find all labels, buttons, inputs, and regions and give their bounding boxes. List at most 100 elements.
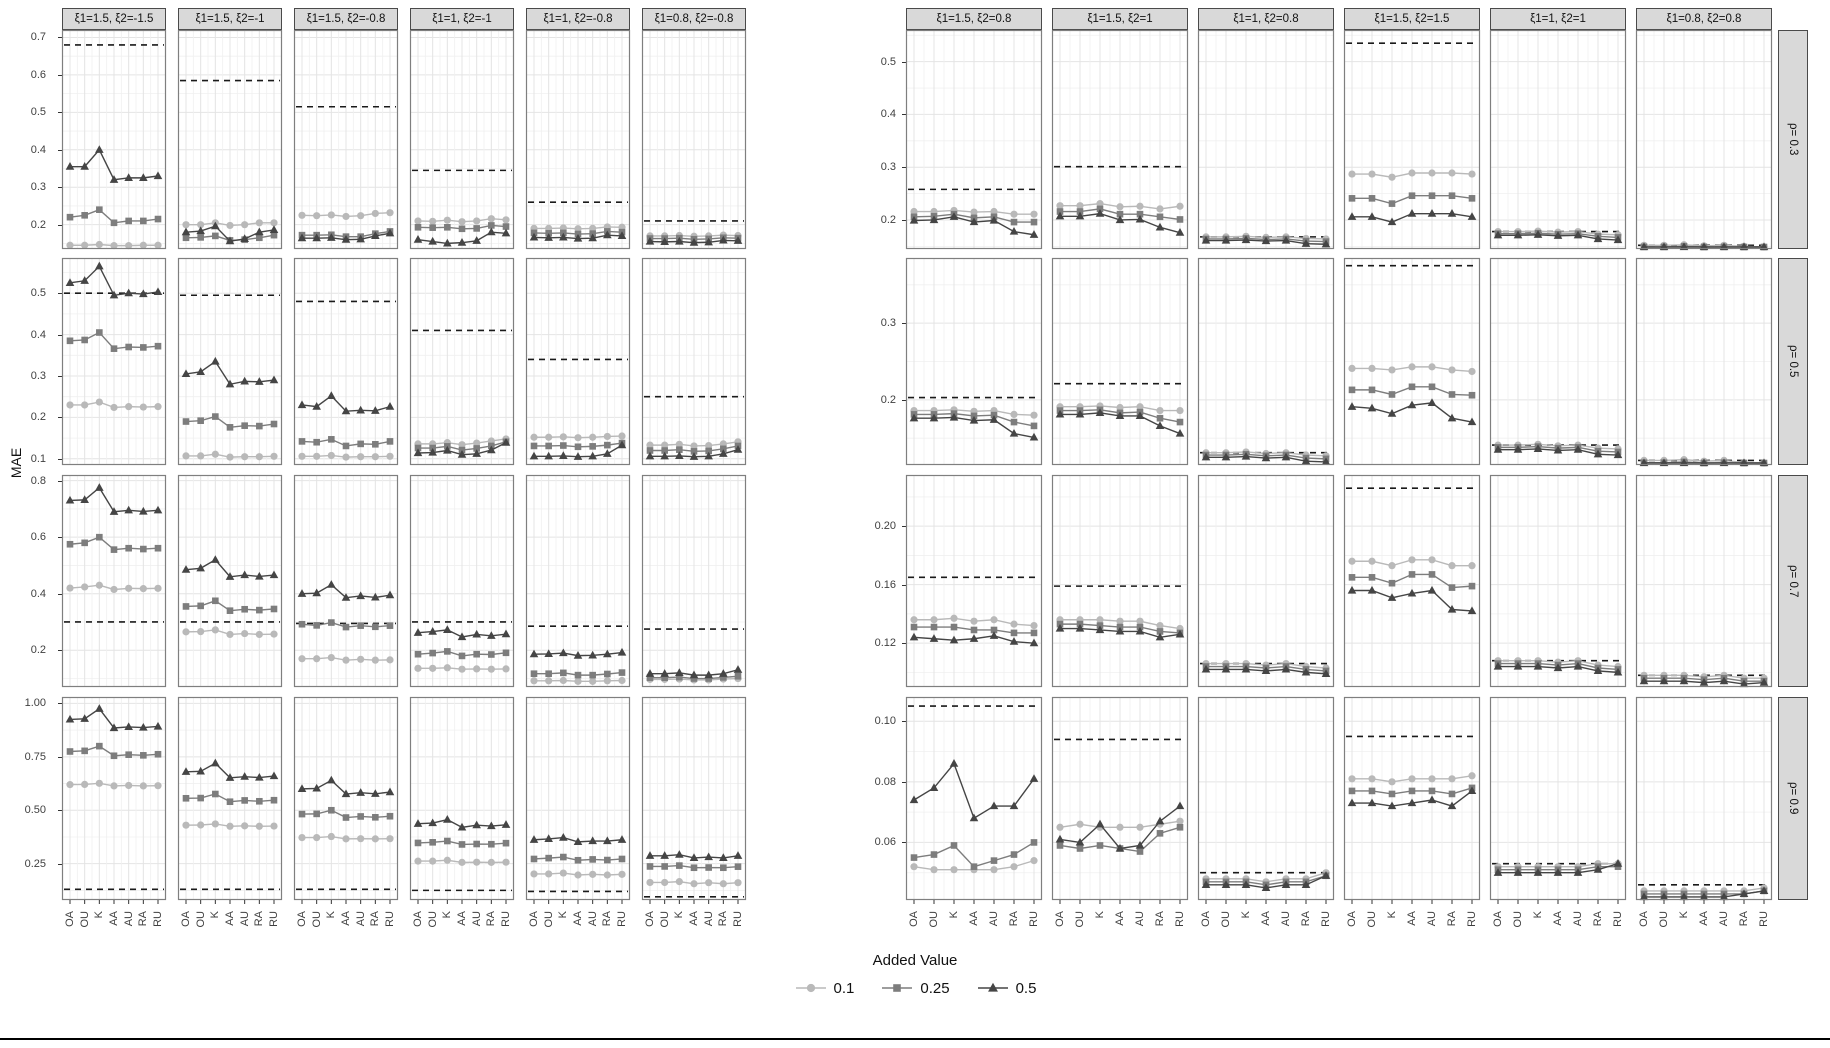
x-tick-label: OA: [1200, 911, 1212, 927]
facet-panel: [641, 696, 747, 904]
legend-item-0.5: 0.5: [976, 979, 1036, 997]
facet-panel: [1051, 696, 1189, 904]
facet-column-header: ξ1=0.8, ξ2=0.8: [1636, 8, 1772, 30]
facet-panel: [1051, 474, 1189, 688]
y-tick-mark: [58, 593, 62, 595]
y-tick-mark: [902, 721, 906, 723]
y-tick-mark: [58, 37, 62, 39]
facet-panel: [177, 257, 283, 466]
x-tick-label: K: [93, 911, 106, 919]
x-tick-label: AA: [340, 911, 352, 926]
x-tick-label: AU: [988, 911, 1000, 927]
x-tick-label: OU: [1366, 911, 1378, 928]
facet-panel: [61, 474, 167, 688]
x-tick-label: AU: [238, 911, 251, 927]
bottom-border-line: [0, 1038, 1830, 1040]
y-tick-mark: [58, 650, 62, 652]
y-tick-label: 0.5: [30, 106, 46, 119]
y-tick-label: 0.1: [30, 452, 46, 465]
y-tick-mark: [58, 375, 62, 377]
facet-panel: [905, 696, 1043, 904]
x-tick-label: AA: [456, 911, 468, 926]
facet-panel: [1197, 257, 1335, 466]
y-tick-label: 0.3: [880, 317, 896, 330]
y-tick-mark: [58, 537, 62, 539]
y-tick-mark: [58, 334, 62, 336]
y-tick-label: 0.3: [880, 161, 896, 174]
x-tick-label: AU: [1134, 911, 1146, 927]
facet-panel: [1343, 257, 1481, 466]
x-tick-label: RA: [601, 911, 614, 927]
y-tick-label: 0.7: [30, 31, 46, 44]
x-tick-label: RA: [485, 911, 498, 927]
x-tick-label: K: [209, 911, 222, 919]
facet-panel: [293, 257, 399, 466]
facet-panel: [1197, 696, 1335, 904]
facet-panel: [409, 696, 515, 904]
facet-column-header: ξ1=1.5, ξ2=-1: [178, 8, 282, 30]
facet-panel: [61, 696, 167, 904]
x-tick-label: RU: [1612, 911, 1624, 927]
x-tick-label: K: [1240, 911, 1252, 919]
y-tick-label: 0.5: [30, 287, 46, 300]
y-tick-mark: [58, 74, 62, 76]
y-tick-label: 0.12: [874, 637, 896, 650]
legend-marker-circle-icon: [795, 983, 826, 993]
y-tick-label: 0.3: [30, 369, 46, 382]
x-tick-label: AA: [1406, 911, 1418, 926]
x-tick-label: RU: [1320, 911, 1332, 927]
x-tick-label: OU: [310, 911, 323, 928]
x-tick-label: K: [948, 911, 960, 919]
facet-panel: [293, 474, 399, 688]
facet-column-header: ξ1=1, ξ2=-0.8: [526, 8, 630, 30]
y-tick-mark: [58, 112, 62, 114]
y-tick-label: 0.2: [880, 393, 896, 406]
x-tick-label: OU: [1658, 911, 1670, 928]
x-tick-label: RU: [732, 911, 744, 927]
x-tick-label: OU: [542, 911, 555, 928]
facet-panel: [525, 257, 631, 466]
y-tick-label: 0.10: [874, 715, 896, 728]
x-tick-label: RA: [1154, 911, 1166, 927]
y-tick-mark: [902, 399, 906, 401]
y-tick-label: 1.00: [24, 697, 46, 710]
x-tick-label: RU: [384, 911, 396, 927]
facet-column-header: ξ1=1.5, ξ2=1: [1052, 8, 1188, 30]
x-tick-label: RU: [1758, 911, 1770, 927]
facet-panel: [1343, 696, 1481, 904]
facet-column-header: ξ1=1, ξ2=-1: [410, 8, 514, 30]
facet-panel: [1051, 29, 1189, 250]
facet-panel: [905, 257, 1043, 466]
x-tick-label: RA: [137, 911, 150, 927]
y-tick-mark: [902, 842, 906, 844]
y-tick-label: 0.4: [880, 108, 896, 121]
y-tick-mark: [902, 584, 906, 586]
x-tick-label: RU: [152, 911, 164, 927]
legend-items: 0.1 0.25 0.5: [0, 979, 1830, 997]
x-tick-label: OA: [64, 911, 76, 927]
facet-column-header: ξ1=1.5, ξ2=-1.5: [62, 8, 166, 30]
y-tick-mark: [58, 863, 62, 865]
x-tick-label: AA: [224, 911, 236, 926]
facet-panel: [1343, 474, 1481, 688]
x-tick-label: RA: [1592, 911, 1604, 927]
facet-panel: [61, 257, 167, 466]
y-tick-label: 0.75: [24, 750, 46, 763]
x-tick-label: K: [1532, 911, 1544, 919]
facet-panel: [177, 696, 283, 904]
x-tick-label: RA: [1300, 911, 1312, 927]
x-tick-label: OU: [426, 911, 439, 928]
x-tick-label: OA: [528, 911, 540, 927]
x-tick-label: OU: [1512, 911, 1524, 928]
x-tick-label: AU: [354, 911, 367, 927]
y-tick-label: 0.2: [30, 218, 46, 231]
facet-panel: [641, 29, 747, 250]
facet-panel: [1635, 257, 1773, 467]
x-tick-label: AA: [572, 911, 584, 926]
y-tick-label: 0.2: [30, 644, 46, 657]
x-tick-label: K: [1678, 911, 1690, 919]
x-tick-label: AU: [1572, 911, 1584, 927]
facet-panel: [177, 474, 283, 688]
y-tick-label: 0.16: [874, 578, 896, 591]
facet-panel: [409, 474, 515, 688]
